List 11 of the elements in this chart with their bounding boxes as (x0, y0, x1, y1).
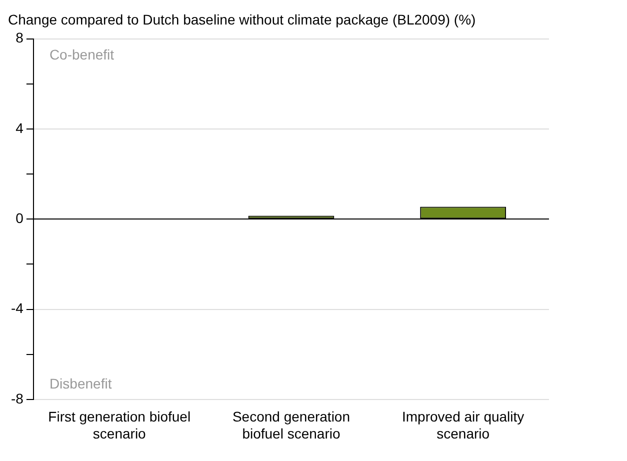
annotation: Disbenefit (49, 375, 112, 392)
y-tick-label: 0 (16, 210, 24, 226)
y-tick-label: 8 (16, 30, 24, 46)
annotation: Co-benefit (49, 46, 114, 63)
x-tick-label: Second generation biofuel scenario (232, 408, 350, 442)
y-tick-label: -4 (10, 300, 24, 316)
y-tick-label: 4 (16, 120, 24, 136)
y-tick-label: -8 (10, 390, 24, 406)
chart-title: Change compared to Dutch baseline without climate package (BL2009) (%) (8, 11, 476, 28)
x-tick-label: Improved air quality scenario (402, 408, 524, 442)
x-tick-label: First generation biofuel scenario (48, 408, 191, 442)
